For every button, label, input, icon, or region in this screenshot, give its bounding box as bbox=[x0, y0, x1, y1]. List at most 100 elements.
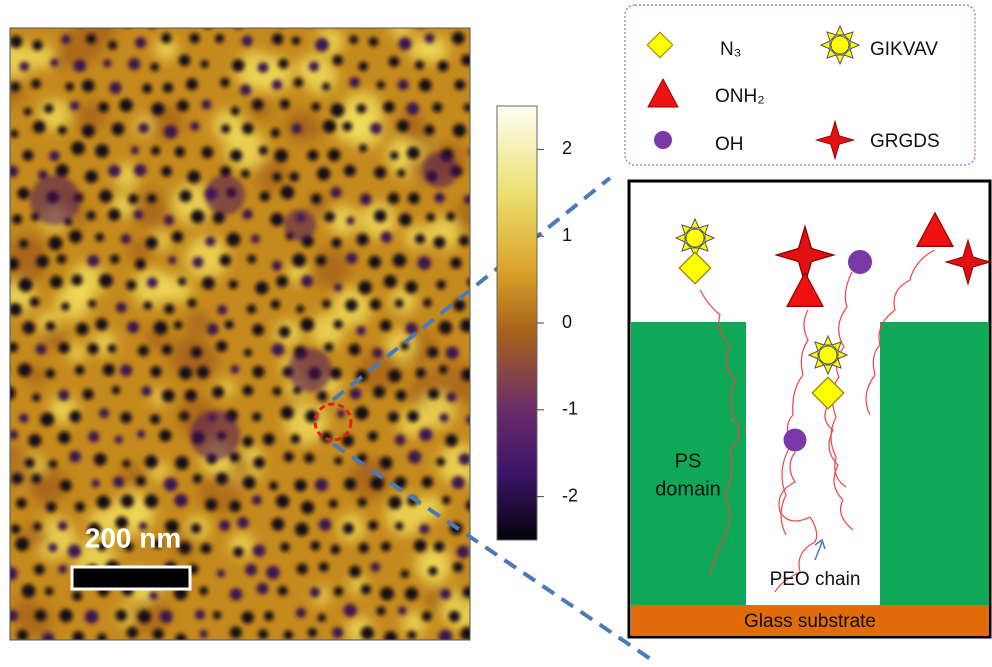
afm-pore bbox=[0, 544, 6, 554]
afm-pore bbox=[276, 495, 289, 508]
afm-pore bbox=[280, 186, 294, 200]
afm-pore bbox=[356, 326, 366, 336]
afm-pore bbox=[237, 517, 249, 529]
afm-pore bbox=[122, 460, 130, 468]
afm-pore bbox=[397, 169, 405, 177]
afm-pore bbox=[150, 414, 160, 424]
afm-pore bbox=[414, 539, 427, 552]
afm-pore bbox=[363, 15, 375, 27]
afm-pore bbox=[31, 474, 41, 484]
afm-pore bbox=[405, 281, 418, 294]
schematic: PS domain PEO chain Glass substrate bbox=[629, 181, 990, 637]
afm-pore bbox=[109, 82, 121, 94]
afm-pore bbox=[92, 479, 100, 487]
afm-pore bbox=[242, 209, 252, 219]
afm-pore bbox=[357, 498, 366, 507]
afm-pore bbox=[69, 451, 81, 463]
afm-pore bbox=[154, 321, 168, 335]
afm-pore bbox=[459, 235, 470, 246]
afm-pore bbox=[381, 542, 391, 552]
afm-pore bbox=[434, 541, 445, 552]
afm-pore bbox=[257, 583, 269, 595]
afm-pore bbox=[146, 15, 159, 28]
afm-pore bbox=[242, 476, 255, 489]
afm-pore bbox=[191, 523, 201, 533]
afm-pore bbox=[374, 210, 387, 223]
afm-pore bbox=[253, 457, 265, 469]
afm-pore bbox=[121, 234, 131, 244]
afm-pore bbox=[60, 480, 72, 492]
afm-pore bbox=[242, 35, 253, 46]
afm-pore bbox=[464, 195, 474, 205]
afm-pore bbox=[35, 610, 47, 622]
afm-pore bbox=[94, 453, 107, 466]
afm-pore bbox=[424, 125, 434, 135]
afm-pore bbox=[350, 388, 362, 400]
afm-pore bbox=[277, 17, 287, 27]
afm-pore bbox=[251, 234, 260, 243]
afm-pore bbox=[127, 627, 138, 638]
afm-pore bbox=[231, 106, 240, 115]
afm-pore bbox=[271, 300, 281, 310]
afm-pore bbox=[408, 450, 421, 463]
afm-pore bbox=[19, 239, 28, 248]
afm-pore bbox=[116, 302, 127, 313]
afm-pore bbox=[372, 348, 382, 358]
afm-pore bbox=[374, 166, 386, 178]
afm-pore bbox=[256, 13, 268, 25]
afm-pore bbox=[301, 318, 315, 332]
afm-pore bbox=[436, 457, 445, 466]
afm-pore bbox=[407, 631, 416, 640]
afm-pore bbox=[163, 83, 173, 93]
colorbar-scale bbox=[497, 106, 537, 540]
legend-label: N₃ bbox=[720, 39, 741, 60]
afm-pore bbox=[135, 37, 146, 48]
afm-pore bbox=[398, 606, 406, 614]
afm-pore bbox=[252, 366, 264, 378]
afm-pore bbox=[278, 586, 288, 596]
afm-pore bbox=[201, 147, 213, 159]
afm-pore bbox=[0, 584, 3, 592]
afm-pore bbox=[310, 587, 320, 597]
afm-pore bbox=[135, 259, 146, 270]
afm-pore bbox=[423, 298, 432, 307]
afm-pore bbox=[343, 523, 354, 534]
afm-pore bbox=[384, 631, 397, 644]
afm-pore bbox=[342, 122, 352, 132]
afm-pore bbox=[292, 123, 302, 133]
afm-pore bbox=[164, 478, 178, 492]
afm-pore bbox=[121, 494, 134, 507]
afm-pore bbox=[7, 258, 19, 270]
afm-pore bbox=[0, 496, 3, 506]
afm-pore bbox=[230, 626, 242, 638]
afm-pore bbox=[457, 545, 470, 558]
afm-pore bbox=[245, 564, 257, 576]
afm-pore bbox=[349, 566, 361, 578]
afm-pore bbox=[344, 478, 356, 490]
afm-pore bbox=[388, 496, 401, 509]
afm-pore bbox=[467, 12, 478, 23]
afm-pore bbox=[425, 33, 435, 43]
afm-pore bbox=[263, 433, 275, 445]
afm-pore bbox=[95, 144, 109, 158]
afm-pore bbox=[399, 213, 412, 226]
afm-pore bbox=[344, 165, 356, 177]
afm-pore bbox=[416, 368, 426, 378]
afm-pore bbox=[384, 275, 397, 288]
afm-pore bbox=[162, 344, 173, 355]
afm-pore bbox=[342, 435, 354, 447]
afm-pore bbox=[461, 369, 474, 382]
afm-pore bbox=[319, 519, 331, 531]
afm-pore bbox=[32, 40, 42, 50]
afm-pore bbox=[445, 434, 458, 447]
afm-pore bbox=[190, 122, 199, 131]
afm-pore bbox=[337, 410, 345, 418]
afm-pore bbox=[75, 365, 85, 375]
afm-pore bbox=[323, 120, 336, 133]
afm-pore bbox=[272, 33, 283, 44]
afm-pore bbox=[333, 55, 344, 66]
afm-pore bbox=[131, 146, 139, 154]
afm-pore bbox=[330, 187, 341, 198]
afm-pore bbox=[58, 521, 68, 531]
afm-pore bbox=[259, 146, 268, 155]
